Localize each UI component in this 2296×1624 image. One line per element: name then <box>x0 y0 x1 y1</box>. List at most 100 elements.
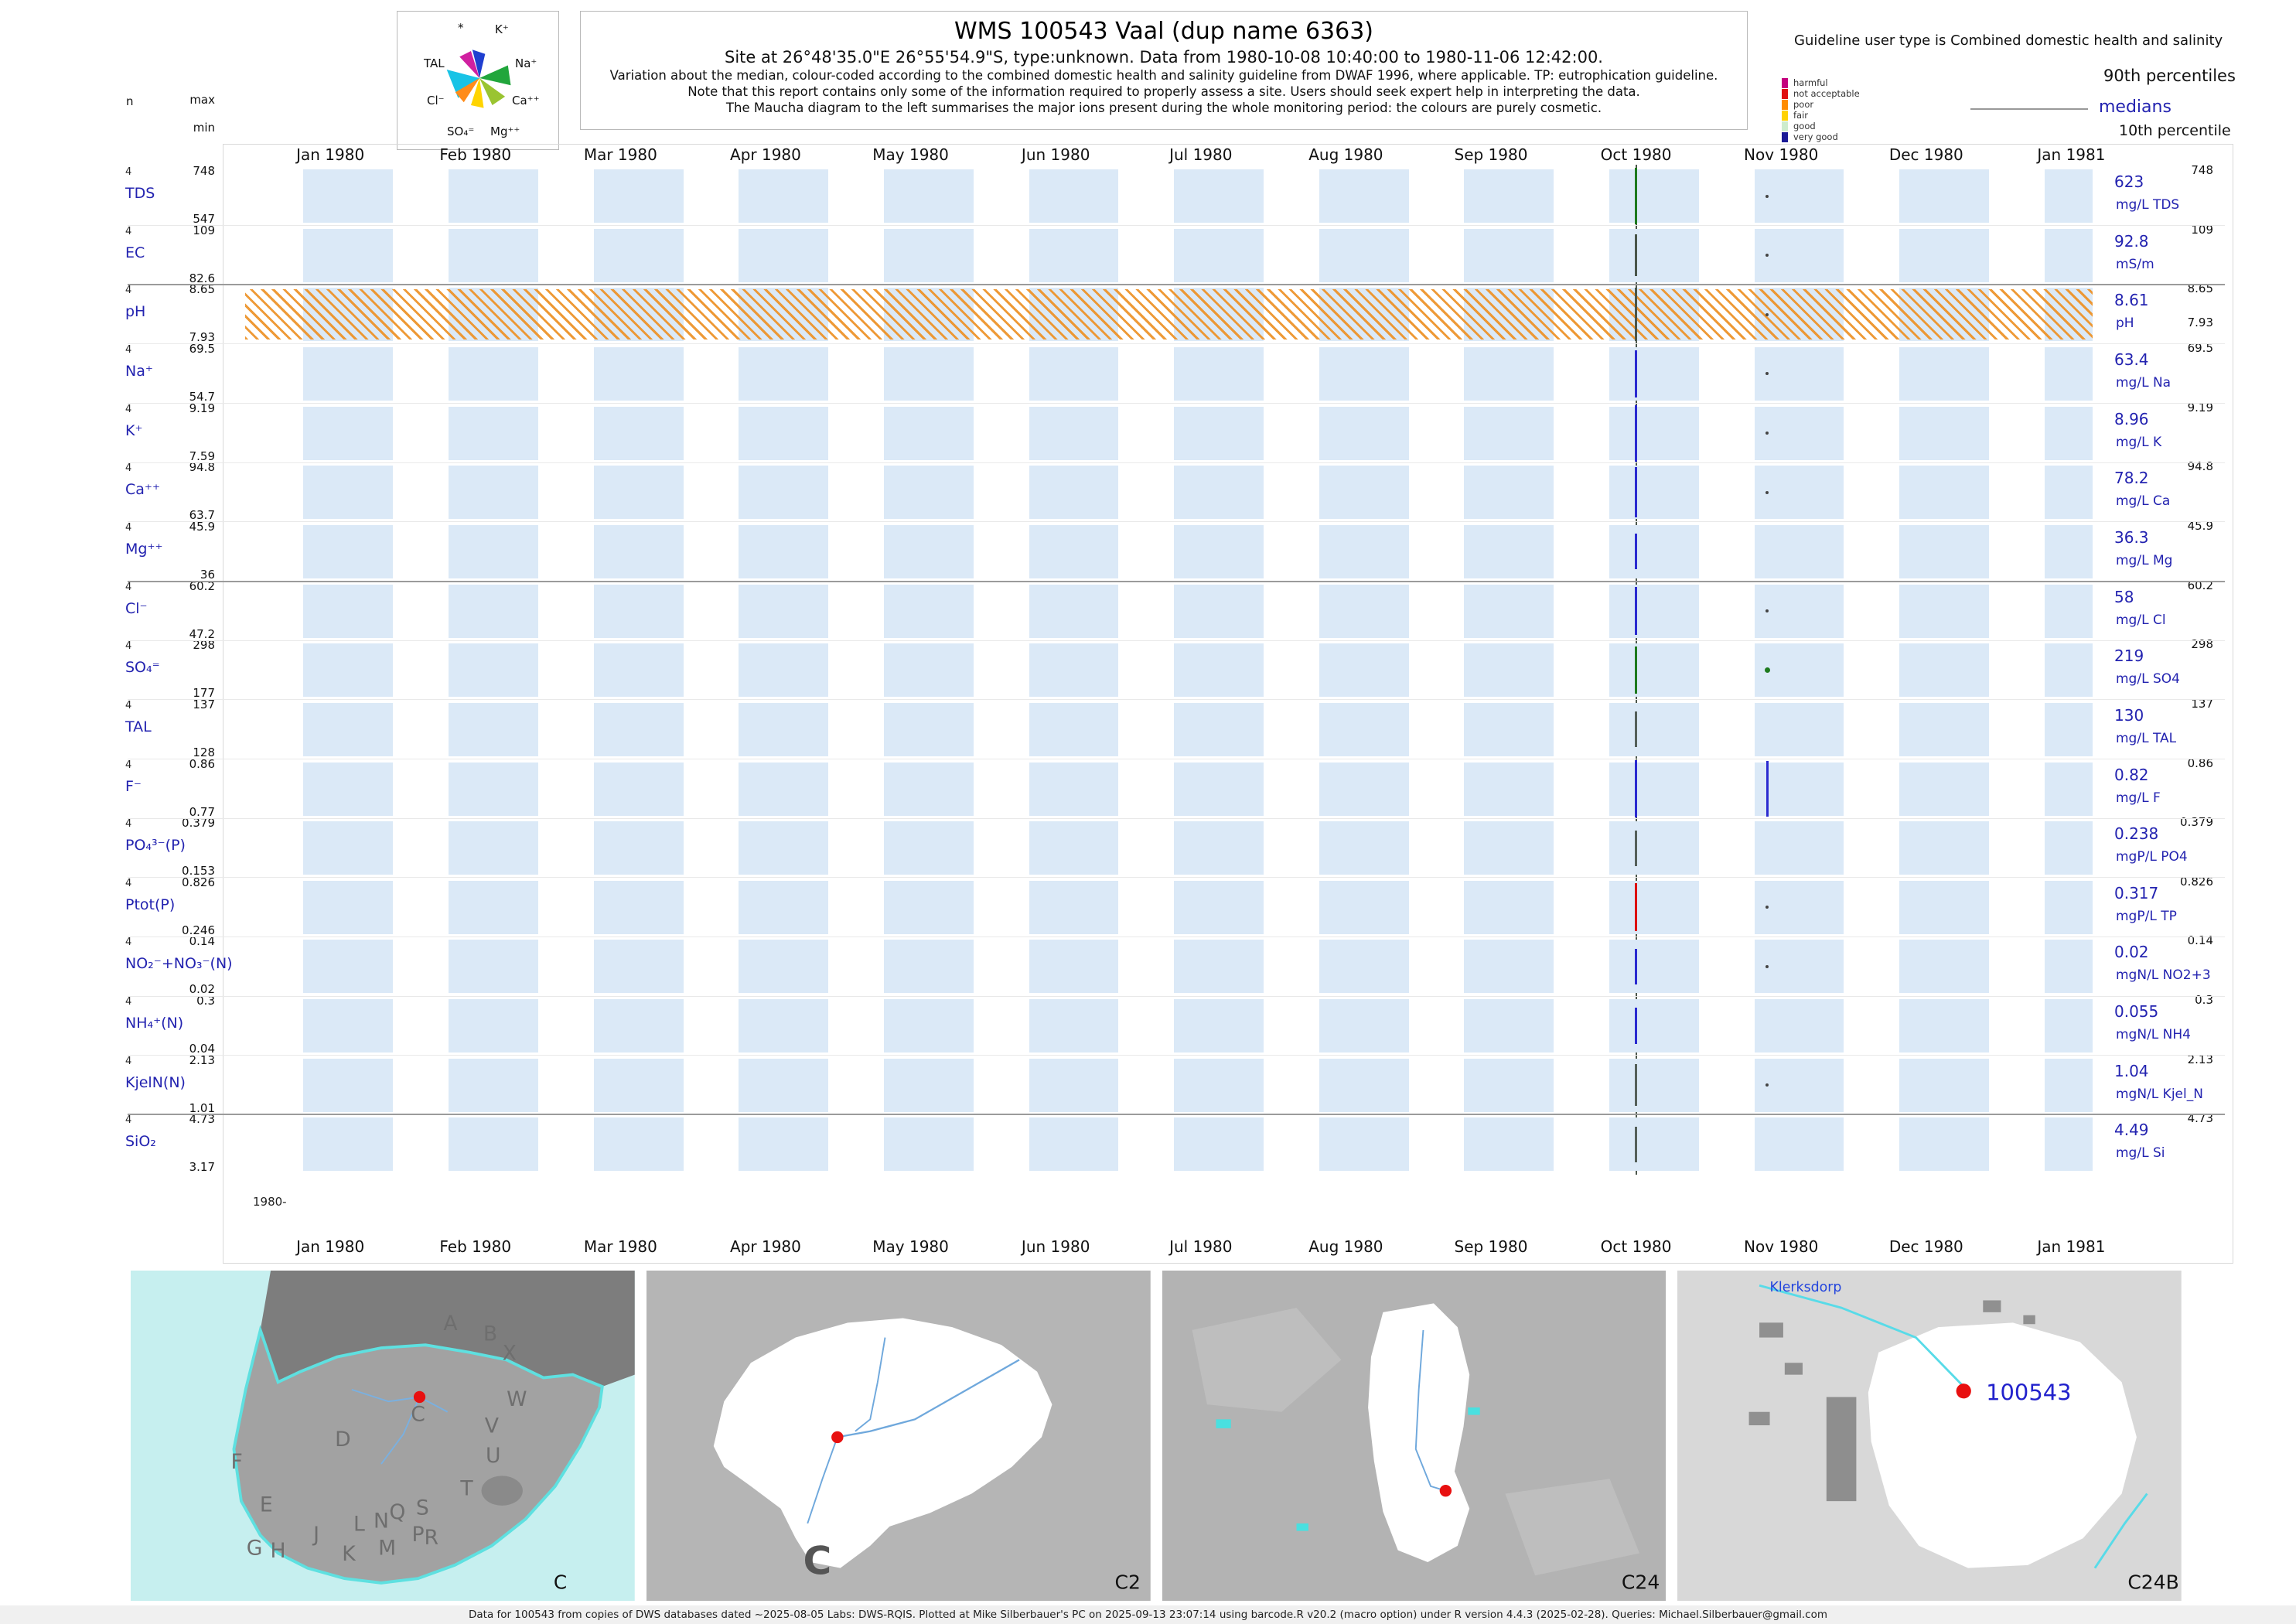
drainage-region-letter: G <box>247 1536 263 1560</box>
month-band <box>303 524 394 578</box>
drainage-region-letter: J <box>312 1523 319 1547</box>
month-band <box>449 524 538 578</box>
guideline-group-divider <box>128 580 2225 582</box>
median-value: 8.61 <box>2114 291 2149 310</box>
drainage-region-letter: D <box>335 1428 351 1452</box>
month-band <box>1754 524 1844 578</box>
p90-label: 90th percentiles <box>2103 67 2236 85</box>
drainage-region-letter: U <box>486 1444 501 1468</box>
param-name: SiO₂ <box>125 1133 156 1151</box>
plot-area <box>245 937 2093 996</box>
month-band <box>1609 762 1699 816</box>
row-separator <box>128 403 2225 404</box>
max-value: 2.13 <box>2187 1052 2213 1066</box>
month-band <box>1029 584 1119 638</box>
drainage-region-letter: X <box>503 1341 517 1365</box>
row-values: 0.055 0.3 mgN/L NH4 <box>2099 993 2230 1056</box>
maucha-ion-label-ca: Ca⁺⁺ <box>512 94 540 107</box>
row-separator <box>128 225 2225 227</box>
sample-count: 4 <box>125 640 132 653</box>
month-band <box>883 999 974 1053</box>
plot-area <box>245 759 2093 819</box>
month-band <box>1174 702 1264 756</box>
month-band <box>1464 584 1554 638</box>
month-band <box>1754 406 1844 460</box>
sample-dot <box>1765 194 1769 198</box>
month-band <box>1899 228 1990 282</box>
month-band <box>1754 762 1844 816</box>
month-band <box>2044 1117 2093 1172</box>
month-band <box>593 702 684 756</box>
month-band <box>593 1058 684 1112</box>
month-band <box>1029 880 1119 934</box>
median-value: 36.3 <box>2114 527 2149 547</box>
unit-label: mg/L K <box>2116 434 2162 450</box>
row-separator <box>128 877 2225 879</box>
guideline-level-label: very good <box>1793 131 1838 142</box>
param-max: 69.5 <box>189 341 215 356</box>
month-band <box>2044 584 2093 638</box>
month-band <box>303 346 394 401</box>
drainage-region-letter: H <box>271 1539 286 1563</box>
max-value: 137 <box>2191 696 2213 711</box>
guideline-group-divider <box>128 1114 2225 1116</box>
param-min: 63.7 <box>189 508 215 523</box>
plot-area <box>245 226 2093 285</box>
month-band <box>1754 880 1844 934</box>
median-value: 0.02 <box>2114 943 2149 962</box>
unit-label: mg/L Cl <box>2116 612 2166 628</box>
month-label: Sep 1980 <box>1454 145 1528 164</box>
maucha-ion-label-k: K⁺ <box>495 22 509 36</box>
month-band <box>1754 169 1844 223</box>
month-band <box>1174 999 1264 1053</box>
month-band <box>1754 1058 1844 1112</box>
month-label: Jan 1980 <box>296 145 365 164</box>
sample-line <box>1635 534 1638 570</box>
param-min: 128 <box>193 745 215 759</box>
param-row: 4 45.9 Mg⁺⁺ 36 36.3 45.9 mg/L Mg <box>124 518 2229 582</box>
month-band <box>739 524 829 578</box>
month-band <box>1174 524 1264 578</box>
month-label: Jan 1981 <box>2037 145 2106 164</box>
drainage-region-letter: F <box>231 1450 243 1474</box>
month-label: Feb 1980 <box>439 1237 512 1256</box>
month-label: Mar 1980 <box>583 145 657 164</box>
month-band <box>449 228 538 282</box>
month-band <box>739 999 829 1053</box>
month-label: Dec 1980 <box>1888 1237 1963 1256</box>
median-value: 4.49 <box>2114 1121 2149 1140</box>
month-band <box>1029 1058 1119 1112</box>
month-band <box>593 880 684 934</box>
month-label: Aug 1980 <box>1308 145 1383 164</box>
month-band <box>1899 940 1990 994</box>
param-row: 4 109 EC 82.6 92.8 109 mS/m <box>124 223 2229 285</box>
max-value: 0.379 <box>2180 815 2213 830</box>
map-c24b-code: C24B <box>2128 1571 2180 1594</box>
month-label: Jul 1980 <box>1169 1237 1233 1256</box>
month-band <box>883 466 974 520</box>
month-band <box>303 999 394 1053</box>
param-name: NO₂⁻+NO₃⁻(N) <box>125 955 233 973</box>
month-band <box>449 584 538 638</box>
row-values: 8.61 8.65 pH 7.93 <box>2099 281 2230 344</box>
month-band <box>1319 1117 1409 1172</box>
header-note-1: Variation about the median, colour-coded… <box>609 68 1718 83</box>
month-band <box>739 643 829 698</box>
param-min: 0.153 <box>182 864 215 879</box>
month-band <box>1174 584 1264 638</box>
sample-dot <box>1765 609 1769 613</box>
month-band <box>593 228 684 282</box>
month-band <box>1609 584 1699 638</box>
month-band <box>1174 1058 1264 1112</box>
month-band <box>593 169 684 223</box>
param-row: 4 94.8 Ca⁺⁺ 63.7 78.2 94.8 mg/L Ca <box>124 459 2229 523</box>
header-note-3: The Maucha diagram to the left summarise… <box>725 101 1602 115</box>
month-label: Feb 1980 <box>439 145 512 164</box>
month-band <box>1609 1117 1699 1172</box>
month-band <box>449 999 538 1053</box>
row-separator <box>128 995 2225 997</box>
max-value: 45.9 <box>2187 518 2213 533</box>
row-separator <box>128 640 2225 641</box>
plot-area <box>245 700 2093 759</box>
param-max: 298 <box>193 638 215 653</box>
